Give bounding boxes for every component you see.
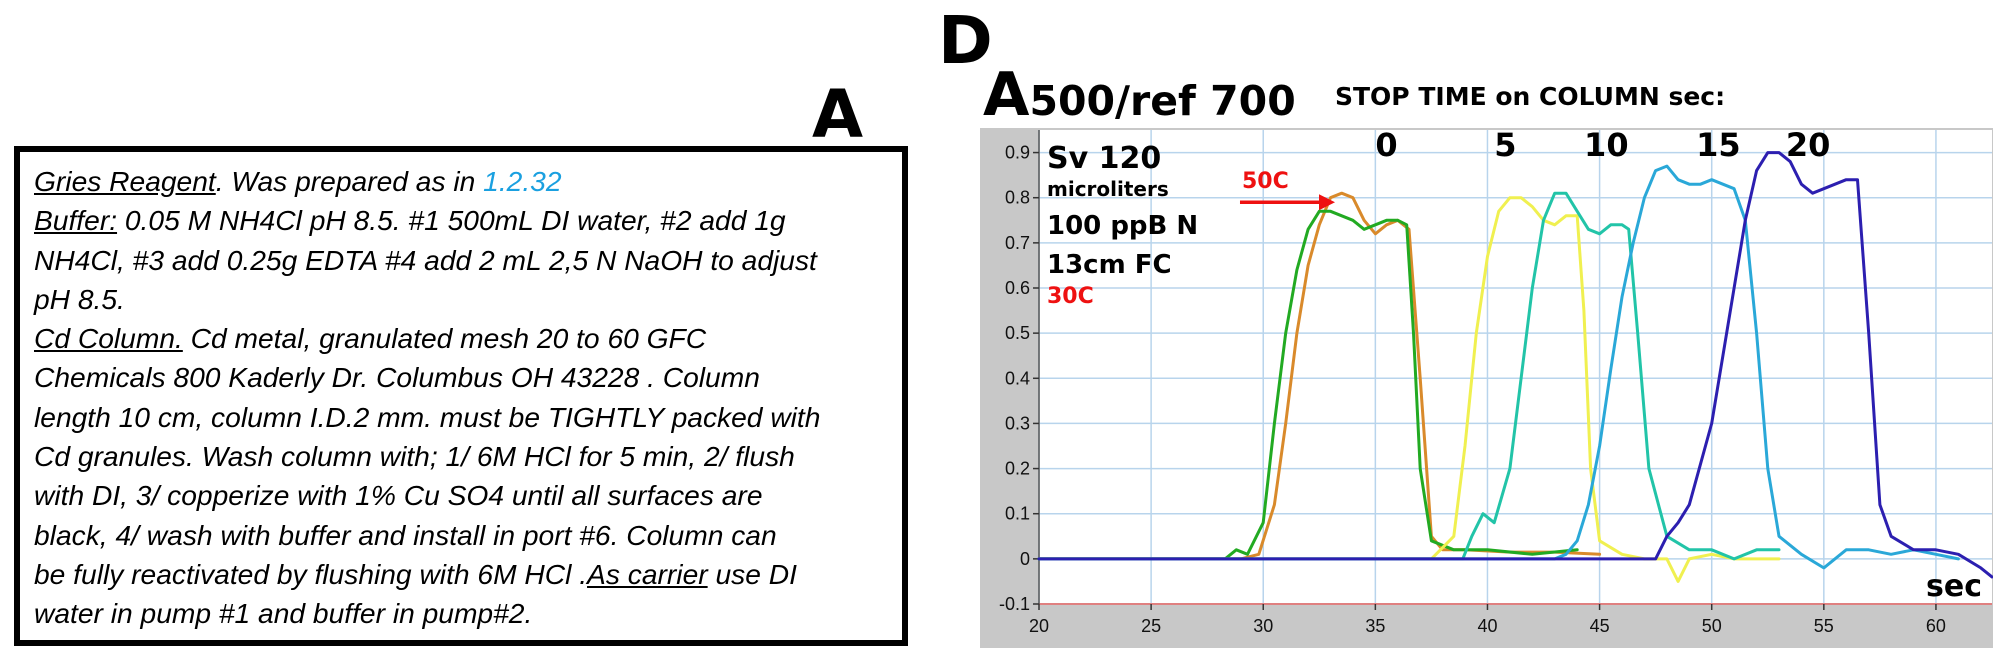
y-tick-label: 0.8	[1005, 188, 1030, 208]
protocol-notes-box: Gries Reagent. Was prepared as in 1.2.32…	[14, 146, 908, 646]
series-line-5	[1037, 164, 1960, 570]
x-tick-label: 50	[1702, 616, 1722, 636]
info-label: Sv 120	[1047, 141, 1161, 176]
note-text: be fully reactivated by flushing with 6M…	[34, 557, 588, 590]
y-tick-label: -0.1	[999, 594, 1030, 614]
stop-time-label: 15	[1696, 128, 1741, 164]
plot-area	[1039, 130, 1992, 604]
y-tick-label: 0.3	[1005, 413, 1030, 433]
stop-time-label: 0	[1375, 128, 1397, 164]
info-label: microliters	[1047, 177, 1169, 201]
x-tick-label: 35	[1365, 616, 1385, 636]
annotation-arrow-head	[1318, 194, 1335, 211]
x-tick-label: 55	[1814, 616, 1834, 636]
note-text: 0.05 M NH4Cl pH 8.5. #1 500mL DI water, …	[117, 204, 786, 237]
cd-column-heading: Cd Column.	[34, 322, 183, 355]
y-tick-label: 0.4	[1005, 368, 1030, 388]
gries-reagent-heading: Gries Reagent	[34, 165, 216, 197]
annotation-50c: 50C	[1242, 169, 1289, 194]
y-tick-label: 0.2	[1005, 459, 1030, 479]
stop-time-label: 10	[1584, 128, 1629, 164]
x-tick-label: 40	[1477, 616, 1497, 636]
note-text: Cd metal, granulated mesh 20 to 60 GFC	[182, 322, 707, 355]
note-text: use DI	[707, 557, 797, 590]
y-tick-label: 0.1	[1005, 504, 1030, 524]
y-tick-label: 0	[1020, 549, 1030, 569]
as-carrier-heading: As carrier	[587, 557, 708, 590]
chart-title-rest: 500/ref 700	[1029, 77, 1296, 125]
x-tick-label: 20	[1029, 616, 1049, 636]
chart-title-a: A	[983, 60, 1030, 130]
note-line: Chemicals 800 Kaderly Dr. Columbus OH 43…	[34, 361, 760, 394]
x-tick-label: 30	[1253, 616, 1273, 636]
series-line-2	[1037, 209, 1579, 561]
annotation-30c: 30C	[1047, 284, 1094, 309]
note-line: length 10 cm, column I.D.2 mm. must be T…	[34, 400, 821, 433]
info-label: 13cm FC	[1047, 250, 1172, 280]
y-tick-label: 0.7	[1005, 233, 1030, 253]
x-tick-label: 60	[1926, 616, 1946, 636]
buffer-heading: Buffer:	[34, 204, 118, 237]
chart-title: A500/ref 700	[983, 60, 1296, 130]
series-line-3	[1037, 196, 1781, 583]
note-line: water in pump #1 and buffer in pump#2.	[34, 597, 533, 630]
note-line: Gries Reagent. Was prepared as in 1.2.32	[34, 162, 890, 201]
section-reference: 1.2.32	[483, 165, 562, 197]
y-tick-label: 0.9	[1005, 143, 1030, 163]
note-line: with DI, 3/ copperize with 1% Cu SO4 unt…	[34, 479, 763, 512]
stop-time-label: 20	[1786, 128, 1831, 164]
note-line: pH 8.5.	[34, 282, 125, 315]
series-line-4	[1037, 191, 1781, 561]
panel-d-letter: D	[938, 2, 993, 79]
x-tick-label: 25	[1141, 616, 1161, 636]
note-line: Buffer: 0.05 M NH4Cl pH 8.5. #1 500mL DI…	[34, 201, 890, 240]
info-label: 100 ppB N	[1047, 211, 1198, 241]
series-line-6	[1037, 151, 1993, 579]
x-tick-label: 45	[1590, 616, 1610, 636]
y-tick-label: 0.5	[1005, 323, 1030, 343]
absorbance-chart: -0.1 0 0.1 0.2 0.3 0.4 0.5 0.6 0.7 0.8 0.9 20 25 30 35…	[980, 128, 1993, 648]
note-line: be fully reactivated by flushing with 6M…	[34, 555, 890, 594]
note-line: Cd granules. Wash column with; 1/ 6M HCl…	[34, 440, 795, 473]
x-axis-label: sec	[1926, 569, 1982, 604]
y-tick-label: 0.6	[1005, 278, 1030, 298]
note-text: . Was prepared as in	[215, 165, 484, 197]
note-line: Cd Column. Cd metal, granulated mesh 20 …	[34, 319, 890, 358]
panel-a-letter: A	[812, 76, 864, 153]
stop-time-title: STOP TIME on COLUMN sec:	[1335, 82, 1726, 111]
note-line: black, 4/ wash with buffer and install i…	[34, 518, 777, 551]
note-line: NH4Cl, #3 add 0.25g EDTA #4 add 2 mL 2,5…	[34, 243, 817, 276]
stop-time-label: 5	[1494, 128, 1516, 164]
